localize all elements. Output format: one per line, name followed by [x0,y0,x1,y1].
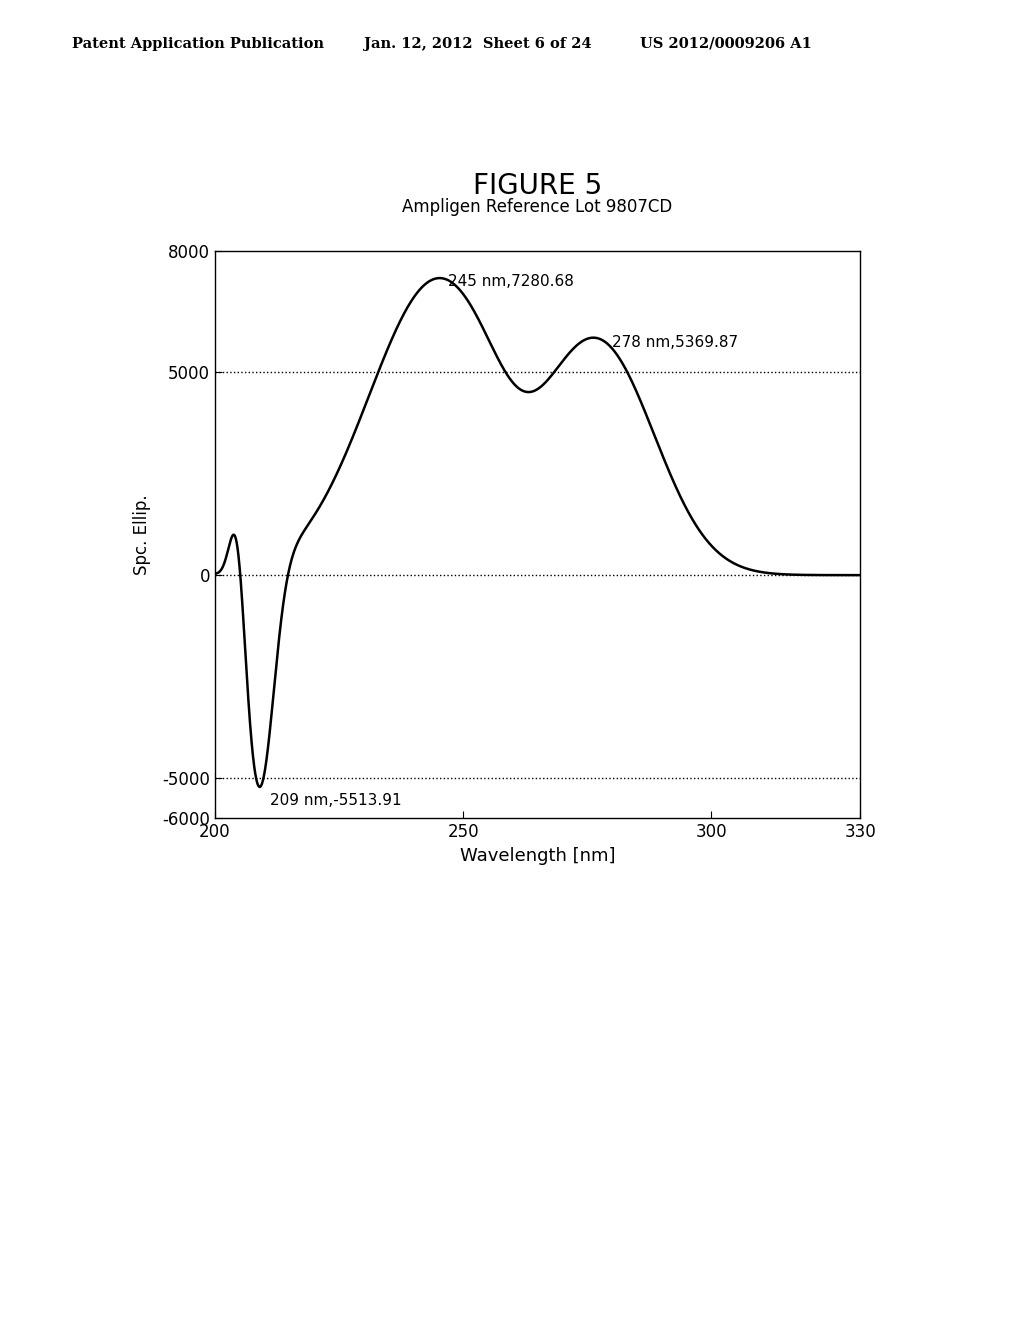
Text: US 2012/0009206 A1: US 2012/0009206 A1 [640,37,812,51]
Text: 245 nm,7280.68: 245 nm,7280.68 [449,275,574,289]
Text: Ampligen Reference Lot 9807CD: Ampligen Reference Lot 9807CD [402,198,673,216]
X-axis label: Wavelength [nm]: Wavelength [nm] [460,847,615,865]
Text: Patent Application Publication: Patent Application Publication [72,37,324,51]
Y-axis label: Spc. Ellip.: Spc. Ellip. [133,494,152,576]
Text: 209 nm,-5513.91: 209 nm,-5513.91 [269,793,401,808]
Text: FIGURE 5: FIGURE 5 [473,172,602,199]
Text: Jan. 12, 2012  Sheet 6 of 24: Jan. 12, 2012 Sheet 6 of 24 [364,37,591,51]
Text: 278 nm,5369.87: 278 nm,5369.87 [612,335,738,350]
